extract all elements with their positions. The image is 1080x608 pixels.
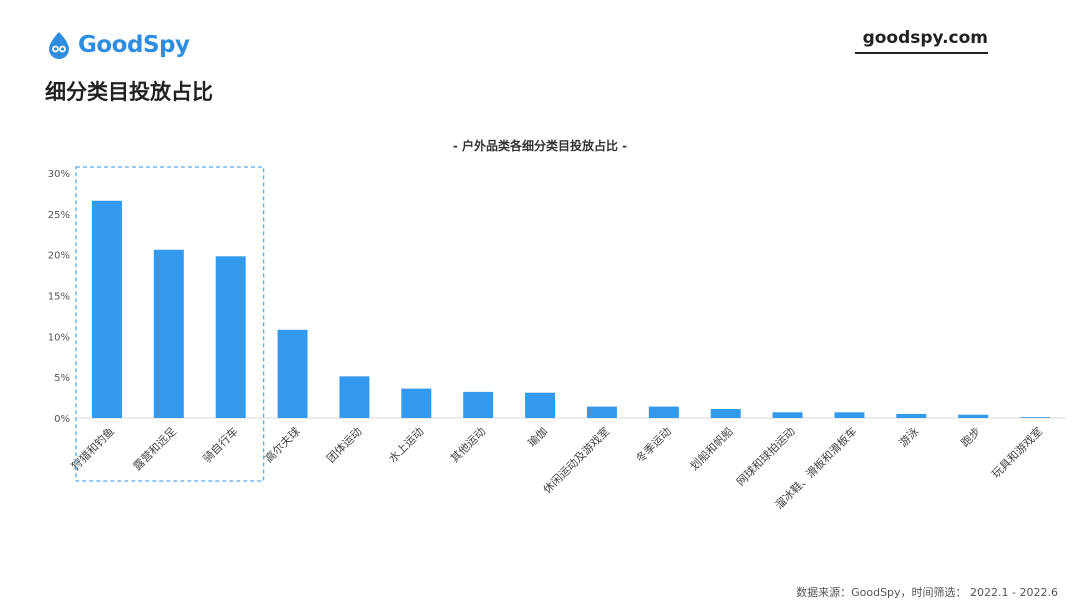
- bar: [339, 376, 370, 418]
- x-tick-label: 露营和远足: [130, 424, 179, 473]
- site-link[interactable]: goodspy.com: [862, 28, 988, 48]
- bar: [586, 406, 617, 418]
- x-tick-label: 游泳: [896, 424, 921, 449]
- bar: [401, 388, 432, 418]
- bar: [277, 329, 308, 418]
- bar: [525, 392, 556, 418]
- x-tick-label: 跑步: [958, 424, 983, 449]
- bar: [896, 413, 927, 418]
- site-underline: [855, 52, 988, 54]
- bar: [648, 406, 679, 418]
- x-tick-label: 团体运动: [324, 424, 365, 465]
- bar: [153, 249, 184, 418]
- page-title: 细分类目投放占比: [45, 80, 213, 104]
- y-tick-label: 25%: [48, 210, 70, 221]
- x-tick-label: 水上运动: [386, 425, 426, 465]
- x-tick-label: 高尔夫球: [262, 424, 303, 465]
- bar: [834, 412, 865, 418]
- y-tick-label: 10%: [48, 332, 70, 343]
- y-tick-label: 15%: [48, 292, 70, 303]
- y-tick-label: 0%: [54, 414, 70, 425]
- x-tick-label: 玩具和游戏室: [989, 424, 1046, 481]
- x-tick-label: 划船和帆船: [687, 424, 736, 473]
- bar: [710, 409, 741, 418]
- y-tick-label: 30%: [48, 169, 70, 180]
- y-tick-label: 20%: [48, 251, 70, 262]
- x-tick-label: 瑜伽: [525, 424, 550, 449]
- bar: [463, 391, 494, 418]
- bar: [1020, 417, 1051, 418]
- x-tick-label: 网球和球拍运动: [733, 424, 797, 488]
- bar: [958, 414, 989, 418]
- goodspy-logo-icon: [49, 32, 69, 59]
- x-tick-label: 骑自行车: [200, 424, 241, 465]
- source-note: 数据来源：GoodSpy，时间筛选： 2022.1 - 2022.6: [796, 586, 1058, 599]
- highlight-box: [75, 166, 265, 482]
- bar: [91, 200, 122, 418]
- x-tick-label: 其他运动: [448, 425, 488, 465]
- bar: [215, 256, 246, 418]
- x-tick-label: 休闲运动及游戏室: [540, 424, 612, 496]
- brand-name: GoodSpy: [78, 32, 190, 58]
- y-tick-label: 5%: [54, 373, 70, 384]
- bar: [772, 412, 803, 418]
- brand-logo: GoodSpy: [44, 28, 190, 62]
- x-tick-label: 冬季运动: [633, 424, 674, 465]
- chart-title: - 户外品类各细分类目投放占比 -: [453, 138, 627, 153]
